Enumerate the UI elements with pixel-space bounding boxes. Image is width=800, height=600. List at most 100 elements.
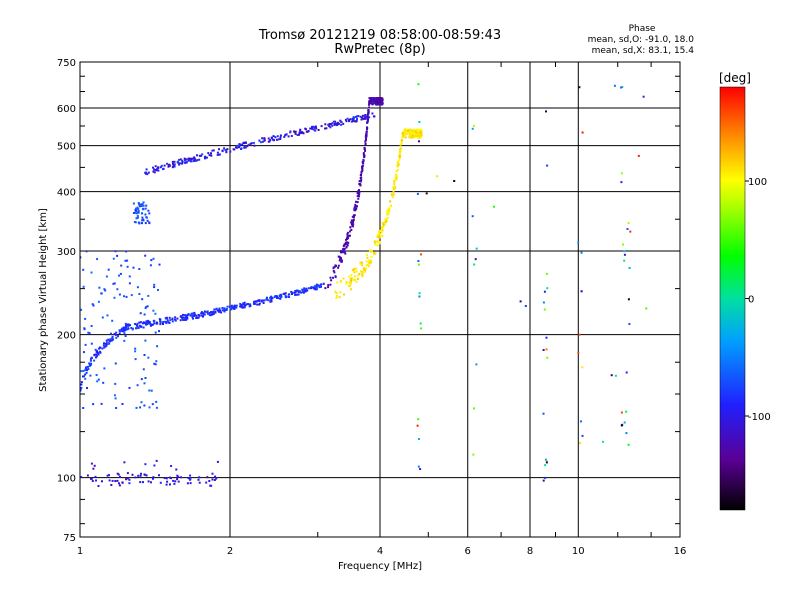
data-point	[244, 146, 247, 149]
data-point	[233, 148, 236, 151]
data-point	[362, 118, 365, 121]
data-point	[580, 251, 583, 254]
data-point	[132, 212, 135, 214]
x-tick-label: 1	[77, 546, 83, 557]
data-point	[159, 321, 162, 324]
data-point	[180, 476, 182, 479]
data-point	[154, 165, 157, 168]
data-point	[216, 460, 219, 463]
data-point	[92, 304, 95, 307]
data-point	[404, 128, 407, 131]
data-point	[263, 299, 266, 302]
data-point	[159, 481, 162, 484]
data-point	[102, 344, 105, 347]
data-point	[373, 240, 376, 243]
data-point	[328, 123, 331, 126]
data-point	[228, 305, 231, 308]
data-point	[314, 125, 317, 128]
data-point	[417, 131, 420, 134]
data-point	[239, 143, 242, 146]
data-point	[415, 131, 418, 134]
data-point	[162, 323, 164, 325]
data-point	[176, 478, 179, 481]
data-point	[128, 482, 131, 485]
data-point	[174, 316, 177, 319]
data-point	[148, 321, 151, 324]
data-point	[182, 318, 184, 321]
data-point	[193, 156, 196, 159]
data-point	[116, 479, 119, 482]
data-point	[369, 249, 371, 252]
data-point	[602, 440, 605, 443]
data-point	[134, 211, 136, 214]
data-point	[389, 200, 392, 203]
data-point	[390, 193, 393, 195]
data-point	[88, 332, 91, 335]
data-point	[336, 123, 339, 126]
data-point	[287, 295, 290, 298]
data-point	[147, 294, 150, 297]
data-point	[361, 275, 364, 278]
data-point	[202, 313, 205, 316]
data-point	[128, 386, 131, 389]
data-point	[399, 150, 402, 153]
data-point	[580, 420, 582, 423]
data-point	[344, 118, 347, 121]
data-point	[246, 145, 249, 148]
data-point	[335, 122, 338, 125]
data-point	[346, 117, 349, 120]
data-point	[192, 317, 194, 320]
data-point	[364, 117, 367, 120]
data-point	[203, 313, 206, 316]
data-point	[364, 149, 366, 152]
data-point	[386, 216, 389, 219]
data-point	[363, 268, 366, 271]
data-point	[303, 287, 306, 290]
data-point	[581, 434, 584, 437]
data-point	[220, 311, 223, 314]
data-point	[181, 161, 184, 164]
data-point	[358, 273, 361, 276]
data-point	[364, 267, 367, 270]
data-point	[391, 194, 394, 197]
data-point	[645, 307, 648, 310]
data-point	[363, 271, 366, 274]
data-point	[123, 339, 126, 342]
data-point	[352, 218, 355, 221]
data-point	[87, 331, 90, 334]
data-point	[332, 270, 335, 272]
data-point	[98, 286, 101, 289]
data-point	[625, 410, 628, 413]
data-point	[358, 180, 361, 183]
data-point	[420, 253, 422, 256]
data-point	[252, 302, 255, 305]
data-point	[117, 473, 120, 476]
data-point	[296, 289, 299, 292]
data-point	[82, 268, 85, 271]
data-point	[212, 312, 215, 315]
data-point	[279, 136, 282, 139]
data-point	[212, 310, 215, 313]
data-point	[82, 407, 85, 409]
data-point	[149, 264, 152, 267]
data-point	[126, 259, 129, 262]
data-point	[104, 342, 107, 345]
data-point	[142, 201, 145, 204]
data-point	[273, 296, 276, 299]
data-point	[355, 205, 358, 208]
data-point	[124, 322, 127, 325]
data-point	[134, 347, 137, 350]
data-point	[122, 326, 125, 329]
data-point	[189, 157, 192, 160]
data-point	[360, 270, 362, 273]
data-point	[150, 389, 153, 392]
data-point	[363, 154, 366, 157]
data-point	[385, 220, 387, 223]
data-point	[203, 156, 206, 159]
data-point	[294, 290, 297, 292]
data-point	[101, 316, 104, 319]
data-point	[96, 258, 99, 261]
data-point	[315, 288, 318, 291]
data-point	[359, 115, 362, 118]
data-point	[135, 212, 138, 215]
